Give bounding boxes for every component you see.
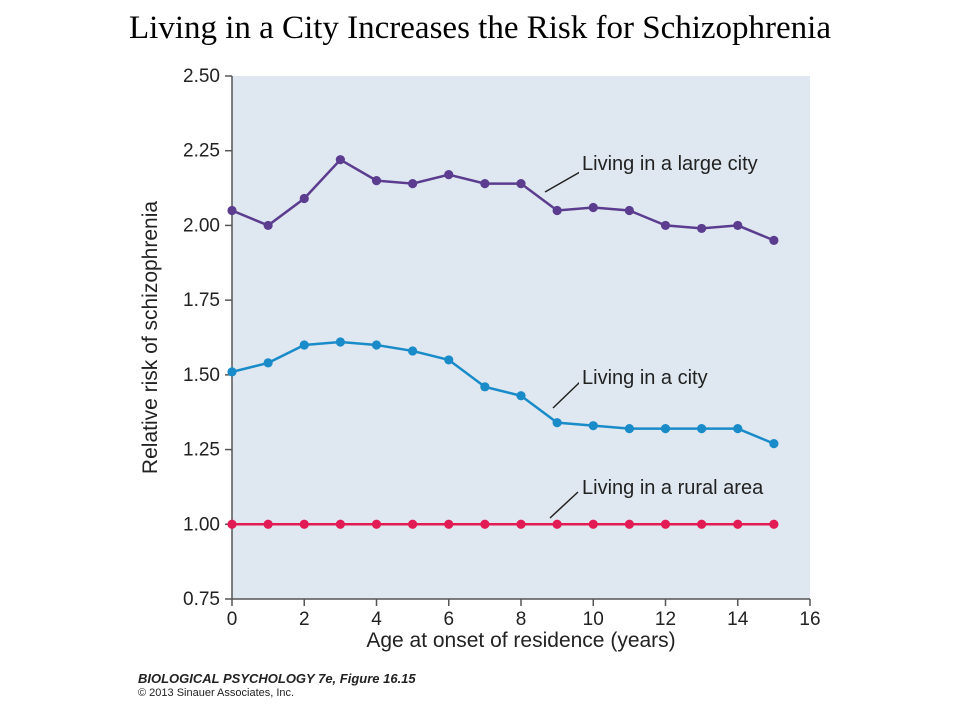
x-axis-ticks: 0 2 4 6 8 10 12 14 16: [227, 599, 821, 630]
credit-copyright: © 2013 Sinauer Associates, Inc.: [138, 687, 295, 699]
series-group: [227, 155, 779, 529]
data-point: [588, 202, 598, 213]
data-point: [335, 519, 345, 529]
series-living-in-a-large-city: [227, 155, 779, 245]
data-point: [371, 519, 382, 529]
data-point: [335, 337, 345, 347]
data-point: [624, 519, 634, 529]
data-point: [660, 519, 671, 529]
data-point: [227, 367, 237, 377]
slide-title: Living in a City Increases the Risk for …: [129, 10, 831, 46]
credit-book: BIOLOGICAL PSYCHOLOGY 7e, Figure 16.15: [138, 671, 416, 686]
data-point: [660, 220, 671, 231]
y-tick-label: 2.25: [183, 141, 220, 162]
data-point: [299, 340, 309, 350]
data-point: [263, 220, 273, 231]
x-tick-label: 2: [299, 609, 310, 630]
data-point: [408, 346, 418, 356]
series-line: [231, 340, 775, 445]
data-point: [660, 424, 671, 434]
data-point: [516, 519, 526, 529]
data-point: [371, 340, 382, 350]
y-tick-label: 2.00: [183, 215, 220, 236]
data-point: [299, 519, 309, 529]
series-living-in-a-city: [227, 337, 779, 449]
data-point: [227, 519, 237, 529]
data-point: [263, 358, 273, 368]
x-tick-label: 14: [727, 609, 749, 630]
data-point: [552, 205, 562, 216]
data-point: [769, 235, 779, 245]
data-point: [552, 418, 562, 428]
series-labels: Living in a large city Living in a city Li…: [544, 152, 768, 519]
y-tick-label: 1.50: [183, 365, 220, 386]
data-point: [552, 519, 562, 529]
y-tick-label: 1.25: [183, 440, 220, 461]
series-label-living-in-a-city: Living in a city: [582, 367, 708, 389]
data-point: [444, 170, 454, 180]
data-point: [697, 223, 707, 234]
data-point: [588, 421, 598, 431]
data-point: [444, 519, 454, 529]
y-axis-title: Relative risk of schizophrenia: [139, 201, 162, 474]
data-point: [697, 424, 707, 434]
data-point: [480, 519, 490, 529]
x-axis-title: Age at onset of residence (years): [366, 629, 675, 652]
data-point: [263, 519, 273, 529]
data-point: [371, 176, 382, 186]
y-tick-label: 2.50: [183, 66, 220, 87]
y-tick-label: 0.75: [183, 589, 220, 610]
leader-line: [544, 171, 581, 193]
series-label-living-in-a-large-city: Living in a large city: [582, 153, 758, 175]
line-chart: 0.75 1.00 1.25 1.50 1.75 2.00 2.25 2.50 0 2 4 6 8 10…: [139, 66, 821, 652]
data-point: [516, 391, 526, 401]
data-point: [624, 205, 634, 216]
data-point: [769, 519, 779, 529]
leader-line: [549, 491, 579, 519]
data-point: [299, 193, 309, 204]
x-tick-label: 10: [583, 609, 604, 630]
x-tick-label: 12: [655, 609, 676, 630]
data-point: [408, 178, 418, 189]
series-label-background: [579, 152, 761, 176]
series-label-background: [579, 476, 768, 500]
data-point: [227, 205, 237, 216]
data-point: [733, 519, 743, 529]
x-tick-label: 4: [371, 609, 382, 630]
data-point: [697, 519, 707, 529]
leader-line: [552, 381, 581, 409]
data-point: [408, 519, 418, 529]
series-line: [231, 158, 775, 242]
data-point: [624, 424, 634, 434]
x-tick-label: 6: [443, 609, 454, 630]
series-living-in-a-rural-area: [227, 519, 779, 529]
x-tick-label: 16: [799, 609, 820, 630]
data-point: [516, 178, 526, 189]
data-point: [480, 178, 490, 189]
x-tick-label: 0: [227, 609, 238, 630]
data-point: [480, 382, 490, 392]
data-point: [769, 438, 779, 449]
figure-credit: BIOLOGICAL PSYCHOLOGY 7e, Figure 16.15 ©…: [138, 671, 416, 699]
series-label-living-in-a-rural-area: Living in a rural area: [582, 477, 764, 499]
data-point: [444, 355, 454, 365]
data-point: [733, 424, 743, 434]
data-point: [588, 519, 598, 529]
data-point: [335, 155, 345, 165]
y-tick-label: 1.00: [183, 514, 220, 535]
y-tick-label: 1.75: [183, 290, 220, 311]
x-tick-label: 8: [516, 609, 527, 630]
series-label-background: [579, 366, 711, 390]
y-axis-ticks: 0.75 1.00 1.25 1.50 1.75 2.00 2.25 2.50: [183, 66, 232, 610]
data-point: [733, 220, 743, 231]
